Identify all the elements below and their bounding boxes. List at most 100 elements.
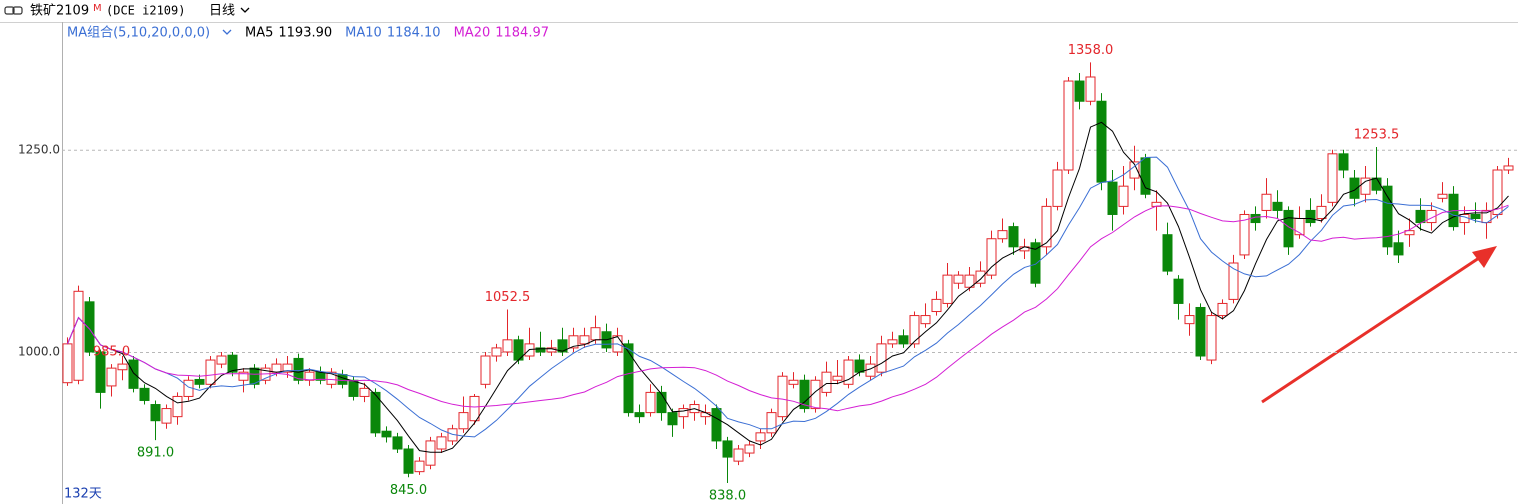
candle-body [942, 274, 953, 304]
candle-body [205, 359, 216, 385]
candle-body [953, 274, 964, 284]
candle-body [172, 395, 183, 418]
candle-body [1041, 205, 1052, 248]
candle-body [898, 335, 909, 345]
candle-body [1217, 302, 1228, 317]
header-icon [4, 6, 23, 15]
candle-body [1426, 209, 1437, 224]
candle-body [1305, 209, 1316, 224]
candle-body [1008, 226, 1019, 248]
candle-body [645, 391, 656, 414]
candle-body [744, 444, 755, 454]
candle-body [271, 363, 282, 373]
candle-body [1250, 213, 1261, 224]
candle-body [997, 230, 1008, 240]
candle-body [876, 343, 887, 373]
plot: 1000.0 1250.0 MA5 1193.90 MA10 1184.10 MA20 118… [18, 26, 1518, 503]
candle-body [832, 375, 843, 381]
candle-body [1272, 201, 1283, 211]
candle-body [1195, 306, 1206, 357]
candle-body [1261, 193, 1272, 211]
exchange-code: (DCE i2109) [106, 4, 185, 18]
candle-body [557, 339, 568, 353]
candle-body [1327, 153, 1338, 203]
candle-body [326, 371, 337, 385]
symbol: 铁矿2109 [30, 4, 89, 19]
candle-body [1074, 80, 1085, 102]
high-label: 985.0 [93, 345, 130, 360]
candle-body [986, 238, 997, 276]
high-label: 1253.5 [1354, 127, 1400, 142]
candle-body [194, 378, 205, 385]
candle-body [1096, 100, 1107, 183]
ma-name: MA10 [345, 26, 382, 41]
ma-dropdown[interactable] [222, 29, 232, 35]
candle-body [282, 363, 293, 373]
candle-body [491, 347, 502, 357]
candle-body [887, 339, 898, 345]
candle-body [843, 359, 854, 385]
candle-body [1415, 209, 1426, 224]
candle-body [722, 440, 733, 458]
candle-body [821, 371, 832, 393]
candle-body [1184, 315, 1195, 325]
candle-body [1173, 278, 1184, 304]
candle-body [964, 274, 975, 288]
candle-body [469, 395, 480, 422]
candle-body [1030, 242, 1041, 284]
ma-value: 1184.10 [387, 26, 441, 41]
candle-body [73, 290, 84, 381]
candle-body [920, 315, 931, 325]
candle-body [634, 412, 645, 418]
candle-body [106, 367, 117, 387]
candle-body [535, 347, 546, 353]
ma-value: 1184.97 [495, 26, 549, 41]
y-tick-label: 1250.0 [18, 142, 60, 156]
candle-body [1503, 165, 1514, 171]
candle-body [414, 460, 425, 473]
candle-body [733, 448, 744, 462]
ma-group-label[interactable]: MA组合(5,10,20,0,0,0) [67, 26, 210, 41]
candle-body [150, 404, 161, 422]
ma-line [67, 204, 1509, 412]
candle-body [1162, 234, 1173, 272]
candle-body [1085, 76, 1096, 102]
candle-body [337, 374, 348, 385]
ma-line [67, 121, 1509, 453]
candle-body [656, 391, 667, 414]
candle-body [381, 430, 392, 438]
ma-value: 1193.90 [278, 26, 332, 41]
candle-body [1349, 177, 1360, 199]
candle-body [1206, 315, 1217, 361]
period[interactable]: 日线 [209, 4, 235, 19]
low-label: 838.0 [709, 488, 746, 503]
candle-body [667, 412, 678, 426]
candle-body [392, 436, 403, 450]
candle-body [1228, 262, 1239, 300]
candle-body [975, 270, 986, 284]
candle-body [799, 379, 810, 410]
candle-body [1360, 177, 1371, 195]
candle-body [238, 371, 249, 381]
candle-body [436, 436, 447, 450]
period-dropdown[interactable] [240, 7, 250, 13]
candle-body [249, 367, 260, 385]
candle-body [304, 371, 315, 381]
candle-body [1437, 193, 1448, 199]
candle-body [854, 359, 865, 373]
candle-body [1492, 169, 1503, 215]
candle-body [216, 355, 227, 365]
candle-body [810, 379, 821, 410]
candle-body [359, 387, 370, 397]
candle-body [568, 335, 579, 349]
candle-body [1118, 185, 1129, 207]
ma-line [67, 156, 1509, 438]
candle-body [425, 440, 436, 466]
candle-body [777, 375, 788, 418]
candle-body [711, 408, 722, 442]
trend-arrow [1261, 246, 1497, 404]
candle-body [502, 339, 513, 353]
high-label: 1358.0 [1068, 43, 1114, 58]
